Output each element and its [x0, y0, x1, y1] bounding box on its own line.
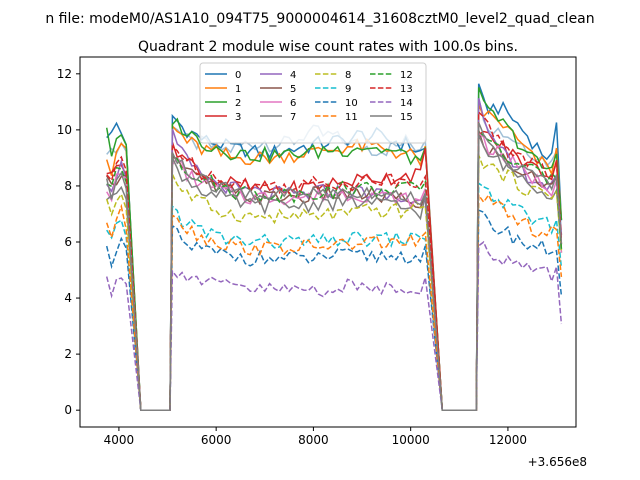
- legend-item-8: 8: [315, 70, 351, 81]
- x-tick-label: 8000: [298, 433, 329, 447]
- legend-label: 10: [345, 98, 358, 109]
- legend-item-3: 3: [205, 112, 241, 123]
- series-line-13: [106, 110, 563, 411]
- x-tick-label: 10000: [392, 433, 430, 447]
- legend-label: 13: [400, 84, 413, 95]
- legend-label: 12: [400, 70, 413, 81]
- x-tick-label: 4000: [104, 433, 135, 447]
- series-line-6: [106, 132, 563, 411]
- legend-label: 9: [345, 84, 351, 95]
- legend-item-12: 12: [370, 70, 413, 81]
- y-tick-label: 10: [57, 123, 72, 137]
- y-tick-label: 0: [64, 403, 72, 417]
- x-tick-label: 12000: [489, 433, 527, 447]
- x-tick-label: 6000: [201, 433, 232, 447]
- legend-item-13: 13: [370, 84, 413, 95]
- chart-title: Quadrant 2 module wise count rates with …: [138, 39, 518, 55]
- legend-label: 0: [235, 70, 241, 81]
- series-line-7: [106, 134, 563, 411]
- y-tick-label: 12: [57, 67, 72, 81]
- y-tick-label: 4: [64, 291, 72, 305]
- series-line-15: [105, 122, 563, 411]
- legend-item-2: 2: [205, 98, 241, 109]
- legend-item-9: 9: [315, 84, 351, 95]
- plot-area: [105, 83, 563, 411]
- legend-label: 1: [235, 84, 241, 95]
- legend-item-7: 7: [260, 112, 296, 123]
- legend-item-6: 6: [260, 98, 296, 109]
- series-line-extra: [106, 96, 563, 411]
- legend-label: 15: [400, 112, 413, 123]
- legend-label: 11: [345, 112, 358, 123]
- y-tick-label: 2: [64, 347, 72, 361]
- legend-label: 8: [345, 70, 351, 81]
- legend-box: [199, 62, 427, 144]
- legend-label: 5: [290, 84, 296, 95]
- legend-item-4: 4: [260, 70, 296, 81]
- series-line-10: [105, 209, 563, 411]
- legend-item-15: 15: [370, 112, 413, 123]
- series-line-4: [106, 98, 563, 411]
- legend-item-0: 0: [205, 70, 241, 81]
- legend-item-5: 5: [260, 84, 296, 95]
- legend-item-10: 10: [315, 98, 358, 109]
- series-line-9: [106, 181, 563, 411]
- legend-label: 7: [290, 112, 296, 123]
- y-tick-label: 6: [64, 235, 72, 249]
- legend-item-1: 1: [205, 84, 241, 95]
- legend-item-11: 11: [315, 112, 358, 123]
- series-line-12: [106, 130, 563, 411]
- series-line-3: [106, 130, 563, 411]
- series-line-11: [105, 192, 563, 411]
- series-line-8: [105, 154, 563, 411]
- figure-suptitle: n file: modeM0/AS1A10_094T75_9000004614_…: [45, 11, 594, 27]
- legend-label: 14: [400, 98, 413, 109]
- y-tick-label: 8: [64, 179, 72, 193]
- legend-label: 3: [235, 112, 241, 123]
- series-line-14: [105, 240, 563, 411]
- series-line-2: [105, 87, 563, 411]
- series-line-5: [106, 130, 563, 411]
- legend-label: 2: [235, 98, 241, 109]
- legend-item-14: 14: [370, 98, 413, 109]
- x-offset-label: +3.656e8: [528, 455, 587, 469]
- legend-label: 6: [290, 98, 296, 109]
- legend-label: 4: [290, 70, 296, 81]
